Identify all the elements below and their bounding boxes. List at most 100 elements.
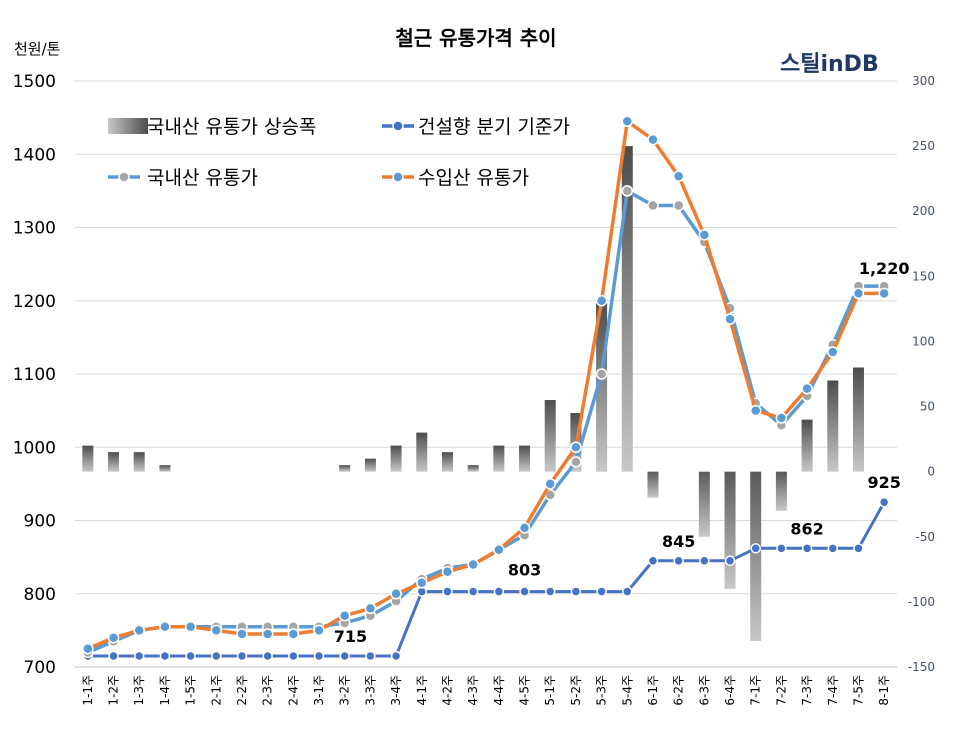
bar — [621, 146, 633, 472]
bar — [596, 302, 608, 472]
bar — [82, 445, 94, 472]
bar — [493, 445, 505, 472]
series-point — [82, 642, 94, 655]
legend-label: 수입산 유통가 — [418, 167, 529, 189]
y-right-tick-label: -100 — [908, 595, 935, 609]
x-tick-label: 7-3주 — [800, 675, 814, 706]
bar — [159, 465, 171, 472]
series-point — [595, 295, 608, 307]
series-point — [750, 543, 761, 554]
series-point — [338, 609, 351, 622]
x-tick-label: 2-4주 — [286, 675, 300, 706]
x-tick-label: 7-1주 — [749, 675, 763, 706]
y-axis-left-label: 천원/톤 — [14, 40, 60, 58]
x-tick-label: 5-1주 — [543, 675, 557, 706]
y-left-tick-label: 800 — [24, 585, 56, 605]
series-point — [776, 543, 787, 554]
series-point — [364, 602, 377, 615]
bar — [133, 452, 145, 472]
series-line — [87, 501, 886, 658]
data-label: 803 — [508, 561, 541, 580]
bar — [698, 471, 710, 537]
y-left-tick-label: 1500 — [13, 72, 56, 92]
x-tick-label: 4-3주 — [466, 675, 480, 706]
bar — [801, 419, 813, 472]
x-tick-label: 2-2주 — [235, 675, 249, 706]
data-label: 1,220 — [859, 259, 910, 278]
series-point — [621, 185, 634, 197]
series-point — [493, 544, 505, 556]
legend-label: 국내산 유통가 — [147, 167, 258, 189]
series-point — [211, 650, 222, 662]
data-label: 925 — [867, 473, 900, 492]
series-point — [878, 287, 890, 300]
x-tick-label: 1-2주 — [107, 675, 121, 706]
bar — [852, 367, 864, 472]
x-tick-label: 2-3주 — [261, 675, 275, 706]
series-point — [159, 620, 171, 633]
gridlines — [75, 80, 897, 668]
bar — [364, 458, 376, 472]
x-tick-label: 1-3주 — [132, 675, 146, 706]
y-right-tick-label: 100 — [912, 334, 935, 348]
series-point — [467, 558, 479, 571]
series-point — [596, 586, 607, 597]
y-right-tick-label: 150 — [912, 269, 935, 283]
y-right-tick-label: 300 — [912, 74, 935, 88]
series-point — [313, 650, 325, 662]
legend-label: 건설향 분기 기준가 — [418, 116, 570, 138]
x-tick-label: 4-5주 — [518, 675, 532, 706]
x-tick-label: 4-4주 — [492, 675, 506, 706]
x-tick-label: 6-2주 — [672, 675, 686, 706]
series-point — [749, 404, 762, 417]
logo: 스틸inDB — [780, 52, 879, 77]
bar — [647, 471, 659, 498]
series-point — [493, 586, 505, 597]
x-tick-label: 4-2주 — [440, 675, 454, 706]
series-point — [595, 368, 608, 380]
y-right-tick-label: -50 — [915, 530, 935, 544]
series-point — [133, 650, 145, 662]
series-point — [287, 628, 300, 640]
series-point — [570, 586, 582, 597]
series-point — [672, 170, 685, 182]
x-tick-label: 3-3주 — [363, 675, 377, 706]
x-tick-label: 1-4주 — [158, 675, 172, 706]
series-point — [570, 456, 582, 468]
x-tick-label: 6-4주 — [723, 675, 737, 706]
bar — [441, 452, 453, 472]
legend-label: 국내산 유통가 상승폭 — [147, 116, 316, 138]
axes: 700800900100011001200130014001500-150-10… — [13, 72, 935, 706]
legend-marker — [392, 120, 404, 132]
series-point — [775, 412, 788, 424]
series-point — [878, 496, 890, 508]
x-tick-label: 7-4주 — [826, 675, 840, 706]
series-point — [236, 650, 248, 662]
series-point — [313, 624, 325, 637]
y-left-tick-label: 900 — [24, 512, 56, 532]
y-right-tick-label: 0 — [927, 465, 935, 479]
series-point — [236, 628, 248, 640]
series-point — [288, 650, 299, 662]
y-left-tick-label: 1100 — [13, 365, 56, 385]
series-point — [133, 624, 145, 637]
chart-title: 철근 유통가격 추이 — [395, 26, 556, 50]
y-left-tick-label: 1200 — [13, 292, 56, 312]
series-line — [87, 189, 885, 655]
bar — [416, 432, 428, 472]
bar — [827, 380, 839, 472]
bar — [519, 445, 531, 472]
y-left-tick-label: 1300 — [13, 219, 56, 239]
series-point — [108, 650, 119, 662]
y-right-tick-label: 250 — [912, 139, 935, 153]
logo-text: 스틸inDB — [780, 52, 879, 77]
x-tick-label: 7-2주 — [774, 675, 788, 706]
annotations: 715 803 845 862 925 1,220 — [334, 259, 910, 646]
y-right-tick-label: -150 — [908, 660, 935, 674]
legend-marker — [118, 171, 130, 183]
x-tick-label: 3-1주 — [312, 675, 326, 706]
series-point — [261, 628, 274, 640]
series-point — [390, 650, 402, 662]
bar — [339, 465, 351, 472]
